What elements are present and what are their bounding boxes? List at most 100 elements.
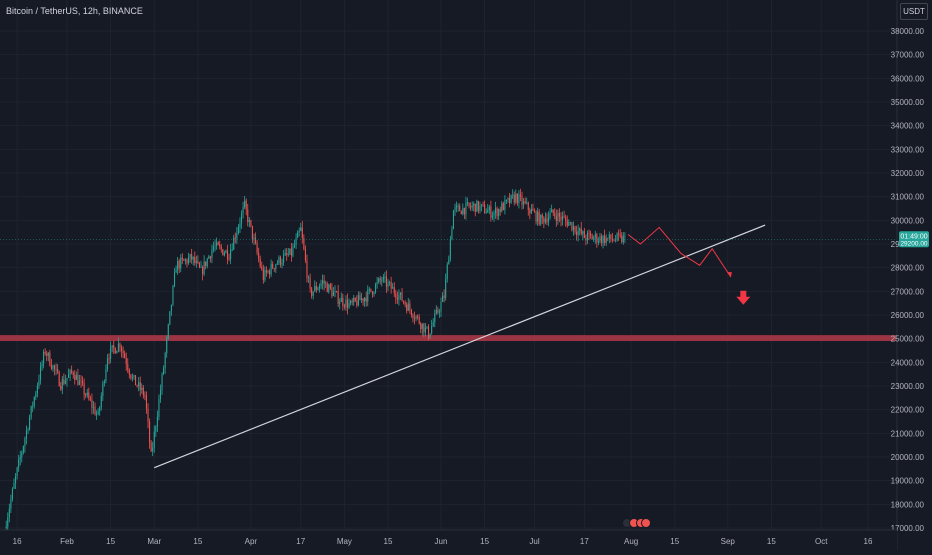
candle bbox=[412, 315, 414, 319]
x-tick-label: 16 bbox=[864, 537, 873, 546]
candle bbox=[286, 252, 288, 255]
y-tick-label: 36000.00 bbox=[891, 74, 925, 83]
candle bbox=[557, 212, 559, 221]
candle bbox=[180, 257, 182, 269]
candle bbox=[258, 252, 260, 259]
candle bbox=[292, 246, 294, 256]
candle bbox=[276, 263, 278, 265]
candle bbox=[460, 211, 462, 215]
currency-button[interactable]: USDT bbox=[900, 3, 928, 20]
candle bbox=[44, 352, 46, 354]
candle bbox=[220, 246, 222, 250]
candle bbox=[152, 447, 154, 452]
candle bbox=[247, 209, 249, 222]
candle bbox=[149, 421, 151, 443]
trendline bbox=[154, 224, 766, 469]
candle bbox=[92, 406, 95, 408]
candle bbox=[420, 323, 422, 330]
candle bbox=[219, 244, 221, 247]
candle bbox=[192, 256, 194, 260]
candle bbox=[284, 252, 286, 256]
candle bbox=[155, 426, 157, 432]
candle bbox=[318, 286, 320, 289]
candle bbox=[325, 283, 327, 285]
candle bbox=[169, 311, 171, 325]
x-tick-label: Feb bbox=[60, 537, 74, 546]
x-tick-label: Aug bbox=[624, 537, 638, 546]
time-axis[interactable]: 16 Feb 15 Mar 15 Apr 17 May 15 Jun 15 Jul 17 Aug 15 Sep… bbox=[0, 518, 897, 551]
candle bbox=[350, 300, 352, 304]
x-tick-label: 17 bbox=[580, 537, 589, 546]
candle bbox=[479, 205, 481, 211]
candle bbox=[552, 209, 554, 213]
candle bbox=[50, 365, 52, 369]
y-tick-label: 31000.00 bbox=[891, 193, 925, 202]
candle bbox=[57, 369, 59, 373]
candle bbox=[544, 218, 546, 223]
candle bbox=[396, 297, 398, 300]
candle bbox=[463, 207, 465, 215]
candle bbox=[555, 215, 557, 221]
x-tick-label: 15 bbox=[106, 537, 115, 546]
candle bbox=[99, 407, 101, 412]
candle bbox=[314, 285, 316, 292]
candle bbox=[61, 379, 63, 390]
candle bbox=[125, 357, 127, 365]
price-axis[interactable]: 17000.00 18000.00 19000.00 20000.00 21000.00… bbox=[891, 0, 932, 550]
candle bbox=[167, 324, 169, 338]
candle bbox=[163, 367, 165, 374]
candle bbox=[39, 366, 42, 381]
candle bbox=[269, 270, 271, 275]
candle bbox=[498, 209, 500, 217]
candle bbox=[18, 459, 20, 468]
candle bbox=[485, 212, 487, 214]
candle bbox=[482, 204, 484, 206]
x-tick-label: Jul bbox=[529, 537, 539, 546]
candle bbox=[456, 205, 458, 208]
candle bbox=[35, 393, 37, 398]
candle bbox=[226, 250, 229, 259]
candle bbox=[139, 382, 141, 391]
candle bbox=[376, 281, 378, 285]
y-tick-label: 32000.00 bbox=[891, 169, 925, 178]
candle bbox=[124, 353, 126, 358]
candle bbox=[401, 292, 403, 301]
candle bbox=[395, 293, 397, 298]
candle bbox=[77, 374, 79, 385]
candle bbox=[468, 202, 470, 207]
candle bbox=[375, 284, 377, 293]
candle bbox=[74, 375, 76, 380]
candle bbox=[546, 218, 548, 223]
candle bbox=[381, 280, 383, 282]
candle bbox=[611, 239, 613, 241]
candle bbox=[161, 373, 163, 391]
candle bbox=[96, 413, 98, 415]
x-tick-label: 17 bbox=[296, 537, 305, 546]
candle bbox=[507, 198, 509, 200]
candle bbox=[242, 207, 244, 214]
candle bbox=[387, 282, 389, 287]
candle bbox=[197, 260, 199, 263]
candle bbox=[261, 266, 263, 269]
candle bbox=[153, 431, 155, 448]
candle bbox=[253, 237, 255, 240]
candle bbox=[452, 210, 455, 230]
candle bbox=[223, 253, 225, 256]
candle bbox=[311, 288, 313, 296]
candle bbox=[175, 269, 177, 273]
current-price-countdown: 01:49:00 bbox=[900, 233, 927, 240]
candle bbox=[117, 343, 119, 351]
candle bbox=[144, 395, 146, 396]
candle bbox=[491, 215, 493, 218]
candle bbox=[289, 248, 291, 255]
candle bbox=[145, 395, 148, 409]
candle bbox=[418, 316, 420, 324]
y-tick-label: 26000.00 bbox=[891, 311, 925, 320]
candle bbox=[591, 235, 593, 240]
candle bbox=[351, 300, 353, 303]
candle bbox=[494, 208, 497, 214]
candle bbox=[576, 231, 578, 235]
candle bbox=[122, 350, 124, 354]
